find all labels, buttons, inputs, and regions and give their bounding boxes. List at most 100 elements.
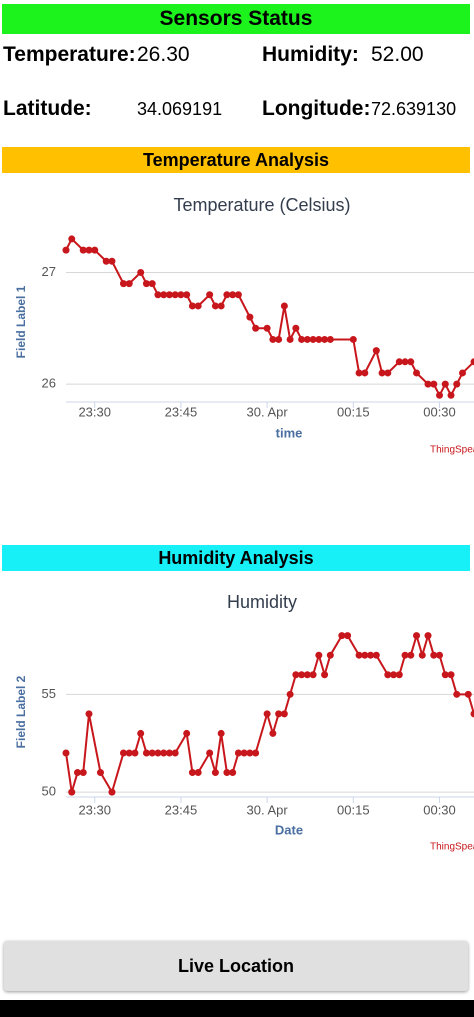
humidity-value: 52.00	[371, 43, 424, 66]
data-point	[96, 769, 104, 777]
data-point	[229, 769, 237, 777]
data-point	[303, 335, 311, 343]
x-tick-label: 00:15	[337, 404, 370, 419]
data-point	[160, 749, 168, 757]
data-point	[441, 671, 449, 679]
temperature-section-header: Temperature Analysis	[2, 147, 470, 173]
data-point	[62, 749, 70, 757]
data-point	[177, 291, 185, 299]
data-point	[229, 291, 237, 299]
data-point	[470, 358, 474, 366]
data-point	[384, 369, 392, 377]
humidity-chart: Humidity 50 55 23:30 23:45 30. Apr 00:15 00:30 D…	[14, 592, 474, 853]
data-point	[240, 749, 248, 757]
data-point	[286, 335, 294, 343]
data-point	[108, 257, 116, 265]
data-point	[309, 335, 317, 343]
x-tick-label: 00:30	[423, 404, 456, 419]
data-point	[395, 671, 403, 679]
data-point	[430, 380, 438, 388]
data-point	[62, 246, 70, 254]
y-tick-label: 27	[42, 264, 56, 279]
data-point	[436, 391, 444, 399]
latitude-label: Latitude:	[3, 97, 92, 120]
data-point	[183, 729, 191, 737]
x-tick-label: 23:30	[78, 802, 111, 817]
data-point	[160, 291, 168, 299]
data-point	[430, 651, 438, 659]
y-tick-label: 55	[42, 686, 56, 701]
data-point	[464, 690, 472, 698]
data-point	[407, 651, 415, 659]
chart-title: Humidity	[227, 592, 297, 612]
data-point	[401, 651, 409, 659]
data-point	[119, 280, 127, 288]
data-point	[154, 291, 162, 299]
data-point	[234, 749, 242, 757]
data-point	[217, 729, 225, 737]
longitude-value: 72.639130	[371, 99, 457, 119]
data-point	[303, 671, 311, 679]
data-point	[252, 324, 260, 332]
data-point	[378, 369, 386, 377]
data-point	[280, 710, 288, 718]
data-point	[263, 710, 271, 718]
nav-bar	[0, 1000, 474, 1017]
x-tick-label: 23:30	[78, 404, 111, 419]
data-line	[65, 237, 474, 398]
data-point	[275, 710, 283, 718]
chart-title: Temperature (Celsius)	[173, 195, 350, 215]
y-tick-label: 26	[42, 376, 56, 391]
x-tick-label: 00:15	[337, 802, 370, 817]
data-point	[269, 729, 277, 737]
data-point	[361, 651, 369, 659]
data-point	[125, 749, 133, 757]
data-point	[211, 769, 219, 777]
data-point	[171, 749, 179, 757]
data-point	[79, 769, 87, 777]
data-point	[206, 291, 214, 299]
data-point	[68, 235, 76, 243]
latitude-value: 34.069191	[137, 99, 223, 119]
data-point	[275, 335, 283, 343]
data-point	[298, 335, 306, 343]
data-point	[326, 335, 334, 343]
data-point	[85, 246, 93, 254]
x-tick-label: 23:45	[165, 404, 198, 419]
data-point	[223, 291, 231, 299]
data-point	[401, 358, 409, 366]
data-point	[137, 268, 145, 276]
credit: ThingSpeak	[430, 445, 474, 456]
data-point	[424, 380, 432, 388]
data-point	[441, 380, 449, 388]
data-point	[407, 358, 415, 366]
data-point	[211, 302, 219, 310]
data-point	[309, 671, 317, 679]
data-point	[188, 769, 196, 777]
data-point	[246, 313, 254, 321]
live-location-button[interactable]: Live Location	[4, 941, 468, 991]
data-point	[298, 671, 306, 679]
data-point	[395, 358, 403, 366]
data-point	[459, 369, 467, 377]
data-point	[436, 651, 444, 659]
data-point	[269, 335, 277, 343]
data-point	[142, 749, 150, 757]
data-point	[137, 729, 145, 737]
data-point	[372, 347, 380, 355]
temperature-chart: Temperature (Celsius) 26 27 23:30 23:45 30. A…	[14, 195, 474, 456]
humidity-section-header: Humidity Analysis	[2, 545, 470, 571]
data-point	[292, 671, 300, 679]
data-point	[131, 749, 139, 757]
data-point	[292, 324, 300, 332]
data-point	[73, 769, 81, 777]
data-point	[344, 632, 352, 640]
data-point	[206, 749, 214, 757]
data-point	[234, 291, 242, 299]
data-point	[68, 788, 76, 796]
data-point	[148, 280, 156, 288]
data-point	[338, 632, 346, 640]
data-point	[280, 302, 288, 310]
data-point	[171, 291, 179, 299]
